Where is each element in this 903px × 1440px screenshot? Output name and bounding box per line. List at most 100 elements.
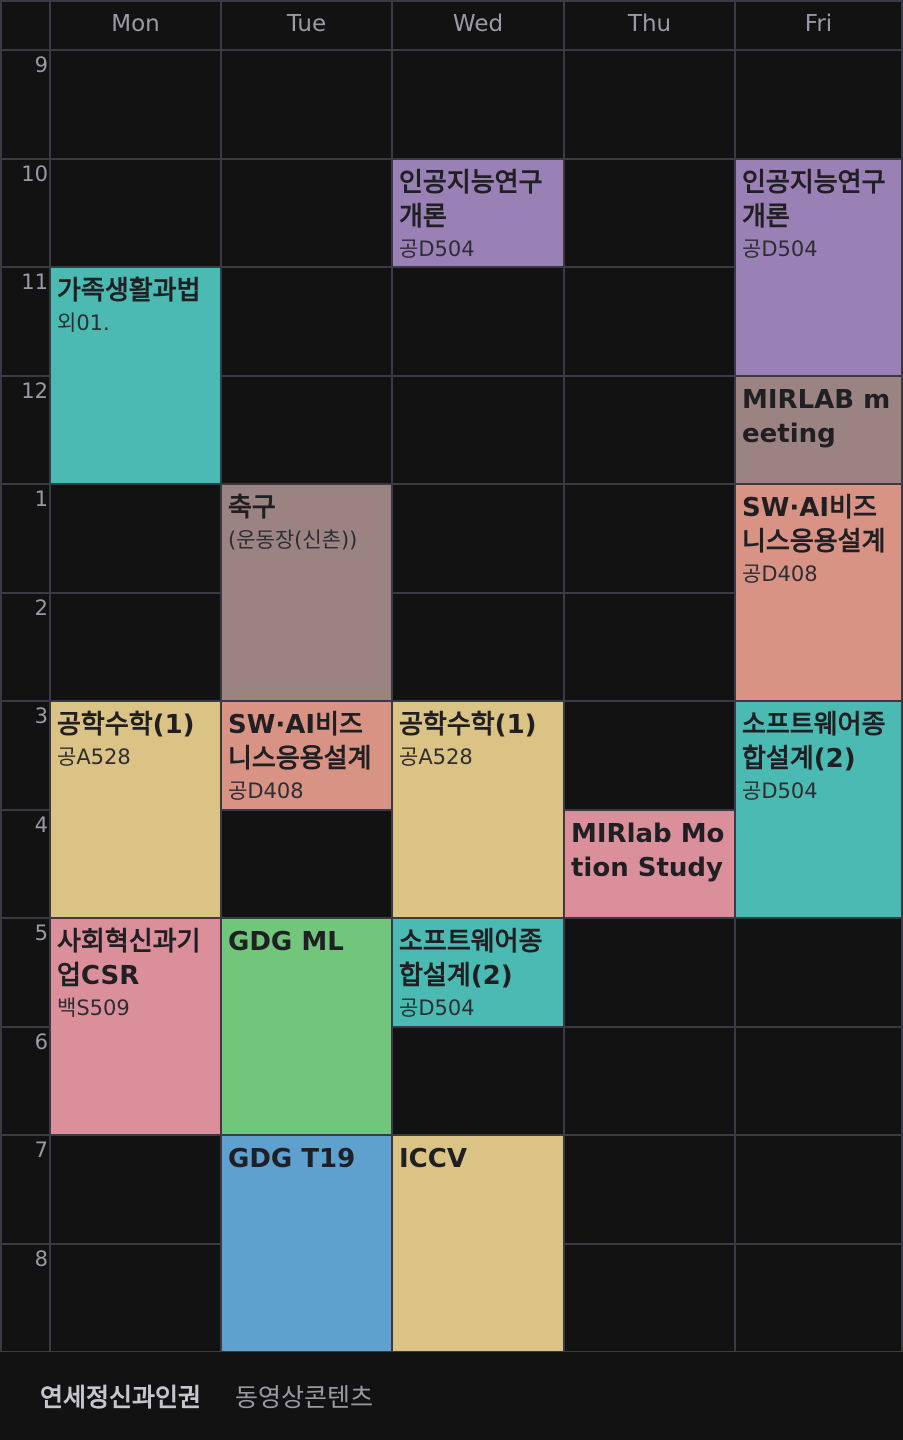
time-cell bbox=[2, 810, 49, 917]
event-room: 공A528 bbox=[57, 745, 131, 769]
day-header-wed: Wed bbox=[452, 11, 504, 37]
hour-label: 9 bbox=[34, 53, 48, 77]
hour-label: 2 bbox=[34, 595, 48, 620]
slot-cell[interactable] bbox=[51, 1244, 220, 1351]
event-block[interactable]: GDG ML bbox=[222, 919, 391, 1134]
day-header-thu: Thu bbox=[627, 11, 672, 37]
slot-cell[interactable] bbox=[393, 593, 563, 700]
slot-cell[interactable] bbox=[51, 593, 220, 700]
slot-cell[interactable] bbox=[222, 810, 391, 917]
event-room: 공D504 bbox=[399, 996, 475, 1020]
event-room: 공D504 bbox=[742, 236, 818, 261]
time-cell bbox=[2, 485, 49, 592]
event-title: 공학수학(1) bbox=[399, 710, 537, 740]
slot-cell[interactable] bbox=[51, 1136, 220, 1243]
hour-label: 1 bbox=[34, 487, 48, 511]
time-cell bbox=[2, 702, 49, 809]
slot-cell[interactable] bbox=[222, 376, 391, 483]
slot-cell[interactable] bbox=[393, 268, 563, 375]
event-room: 공D408 bbox=[228, 779, 304, 803]
event-title: 인공지능연구개론 bbox=[399, 167, 543, 232]
event-block[interactable]: SW·AI비즈니스응용설계 공D408 bbox=[736, 485, 901, 700]
slot-cell[interactable] bbox=[393, 51, 563, 158]
slot-cell[interactable] bbox=[736, 1136, 901, 1243]
header-cell bbox=[393, 2, 563, 49]
slot-cell[interactable] bbox=[51, 485, 220, 592]
time-cell bbox=[2, 1244, 49, 1351]
event-block[interactable]: MIRlab Motion Study bbox=[565, 810, 734, 917]
slot-cell[interactable] bbox=[565, 159, 734, 266]
slot-cell[interactable] bbox=[393, 376, 563, 483]
slot-cell[interactable] bbox=[736, 1027, 901, 1134]
event-title: 공학수학(1) bbox=[57, 710, 195, 740]
slot-cell[interactable] bbox=[393, 1027, 563, 1134]
header-cell bbox=[565, 2, 734, 49]
slot-cell[interactable] bbox=[565, 268, 734, 375]
slot-cell[interactable] bbox=[565, 702, 734, 809]
time-cell bbox=[2, 268, 49, 375]
header-corner bbox=[2, 2, 49, 49]
header-cell bbox=[222, 2, 391, 49]
slot-cell[interactable] bbox=[565, 593, 734, 700]
event-room: 공D504 bbox=[399, 236, 475, 261]
header-cell bbox=[736, 2, 901, 49]
event-block[interactable]: 소프트웨어종합설계(2) 공D504 bbox=[736, 702, 901, 917]
hour-label: 4 bbox=[34, 812, 48, 837]
event-block[interactable]: 인공지능연구개론 공D504 bbox=[736, 159, 901, 375]
hour-label: 12 bbox=[21, 378, 48, 403]
time-cell bbox=[2, 376, 49, 483]
event-block[interactable]: 공학수학(1) 공A528 bbox=[51, 702, 220, 917]
slot-cell[interactable] bbox=[565, 51, 734, 158]
slot-cell[interactable] bbox=[565, 1136, 734, 1243]
event-title: MIRlab Motion Study bbox=[571, 818, 725, 883]
footer-course-2[interactable]: 동영상콘텐츠 bbox=[235, 1383, 374, 1412]
event-room: (운동장(신촌)) bbox=[228, 528, 358, 552]
event-title: ICCV bbox=[399, 1144, 467, 1174]
event-block[interactable]: 사회혁신과기업CSR 백S509 bbox=[51, 919, 220, 1134]
slot-cell[interactable] bbox=[565, 1027, 734, 1134]
slot-cell[interactable] bbox=[222, 51, 391, 158]
event-block[interactable]: ICCV bbox=[393, 1136, 563, 1351]
hour-label: 5 bbox=[34, 921, 48, 945]
event-block[interactable]: 공학수학(1) 공A528 bbox=[393, 702, 563, 917]
slot-cell[interactable] bbox=[736, 1244, 901, 1351]
event-room: 외01. bbox=[57, 311, 110, 335]
day-header-tue: Tue bbox=[286, 11, 327, 37]
event-title: 사회혁신과기업CSR bbox=[57, 927, 201, 991]
hour-label: 11 bbox=[21, 270, 48, 294]
hour-label: 6 bbox=[34, 1029, 48, 1054]
slot-cell[interactable] bbox=[51, 51, 220, 158]
event-title: MIRLAB meeting bbox=[742, 384, 891, 449]
event-block[interactable]: 축구 (운동장(신촌)) bbox=[222, 485, 391, 700]
hour-label: 7 bbox=[34, 1138, 48, 1162]
slot-cell[interactable] bbox=[565, 1244, 734, 1351]
hour-label: 3 bbox=[34, 704, 48, 728]
event-block[interactable]: GDG T19 bbox=[222, 1136, 391, 1351]
event-room: 백S509 bbox=[57, 996, 130, 1020]
event-title: SW·AI비즈니스응용설계 bbox=[228, 710, 372, 774]
slot-cell[interactable] bbox=[565, 485, 734, 592]
footer-bar: 연세정신과인권 동영상콘텐츠 bbox=[0, 1352, 903, 1440]
event-block[interactable]: 소프트웨어종합설계(2) 공D504 bbox=[393, 919, 563, 1026]
event-title: 가족생활과법 bbox=[57, 276, 201, 306]
hour-label: 10 bbox=[21, 161, 48, 186]
time-cell bbox=[2, 1027, 49, 1134]
event-title: 소프트웨어종합설계(2) bbox=[399, 927, 543, 991]
slot-cell[interactable] bbox=[736, 51, 901, 158]
footer-course-1[interactable]: 연세정신과인권 bbox=[40, 1383, 202, 1412]
slot-cell[interactable] bbox=[393, 485, 563, 592]
slot-cell[interactable] bbox=[565, 376, 734, 483]
slot-cell[interactable] bbox=[222, 268, 391, 375]
slot-cell[interactable] bbox=[565, 919, 734, 1026]
slot-cell[interactable] bbox=[736, 919, 901, 1026]
time-cell bbox=[2, 919, 49, 1026]
header-cell bbox=[51, 2, 220, 49]
slot-cell[interactable] bbox=[51, 159, 220, 266]
event-block[interactable]: MIRLAB meeting bbox=[736, 376, 901, 483]
day-header-fri: Fri bbox=[804, 11, 833, 37]
day-header-mon: Mon bbox=[111, 11, 160, 37]
slot-cell[interactable] bbox=[222, 159, 391, 266]
